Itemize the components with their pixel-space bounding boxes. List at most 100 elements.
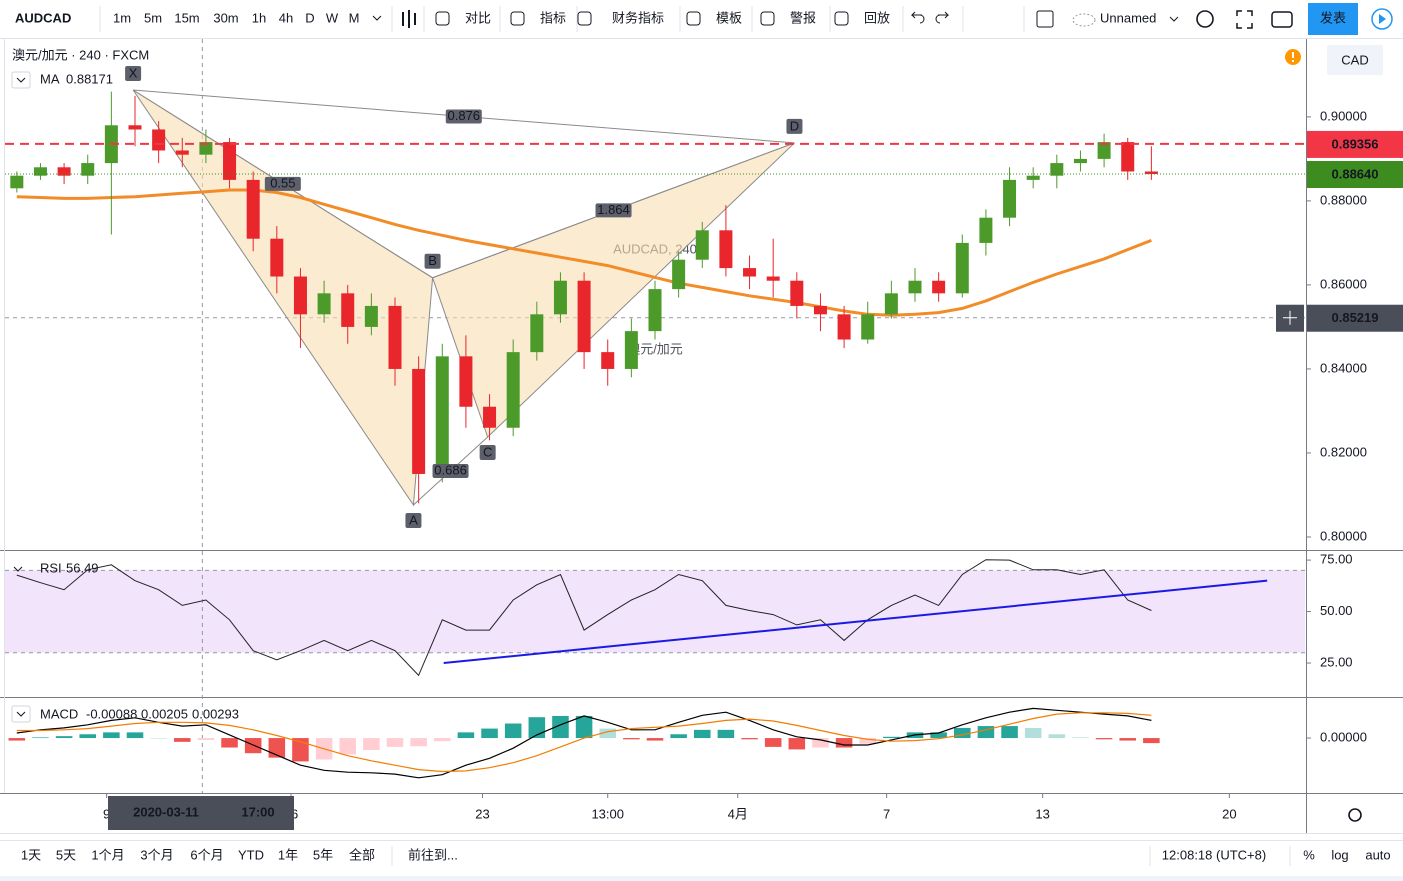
rsi-collapse[interactable]: [13, 566, 23, 572]
legend-collapse[interactable]: [11, 71, 31, 89]
candle-body: [435, 356, 449, 474]
tool-button[interactable]: 回放: [864, 10, 890, 25]
range-button[interactable]: 5年: [313, 847, 333, 862]
tool-button[interactable]: 财务指标: [612, 10, 664, 25]
play-button[interactable]: [1371, 8, 1393, 30]
macd-legend-value: 0.00293: [192, 706, 239, 721]
tool-icon[interactable]: [435, 11, 450, 26]
macd-histogram-bar: [103, 732, 120, 739]
tool-icon[interactable]: [834, 11, 849, 26]
pattern-point-label: D: [790, 118, 799, 133]
publish-button[interactable]: [1308, 3, 1358, 35]
macd-histogram-bar: [764, 738, 782, 747]
range-button[interactable]: 1天: [21, 847, 41, 862]
candle-body: [223, 142, 237, 180]
undo[interactable]: [910, 11, 925, 24]
macd-histogram-bar: [150, 738, 167, 739]
interval-button[interactable]: D: [305, 10, 314, 25]
tool-button[interactable]: 模板: [716, 10, 742, 25]
tool-button[interactable]: 对比: [465, 10, 491, 25]
range-button[interactable]: 全部: [349, 847, 375, 862]
range-button[interactable]: 1年: [278, 847, 298, 862]
series-title: 澳元/加元 · 240 · FXCM: [12, 47, 149, 62]
candle-body: [152, 129, 166, 151]
macd-histogram-bar: [788, 738, 806, 750]
macd-histogram-bar: [8, 738, 26, 741]
macd-legend-value: -0.00088: [86, 706, 137, 721]
candle-body: [861, 314, 875, 340]
candle-body: [412, 368, 426, 474]
redo[interactable]: [935, 11, 950, 24]
candle-body: [175, 150, 189, 155]
interval-button[interactable]: M: [349, 10, 360, 25]
candle-body: [530, 314, 544, 353]
layout-checkbox[interactable]: [1036, 10, 1054, 28]
goto-button[interactable]: 前往到...: [408, 847, 458, 862]
scale-option[interactable]: log: [1331, 847, 1348, 862]
interval-button[interactable]: 5m: [144, 10, 162, 25]
candle-body: [695, 230, 709, 260]
pattern-point-label: A: [409, 512, 418, 527]
candle-body: [577, 280, 591, 353]
macd-histogram-bar: [339, 738, 356, 755]
range-button[interactable]: 1个月: [91, 847, 124, 862]
candle-body: [10, 175, 24, 189]
layout-name[interactable]: Unnamed: [1100, 10, 1156, 25]
interval-button[interactable]: 4h: [279, 10, 293, 25]
macd-histogram-bar: [1143, 738, 1160, 744]
tool-button[interactable]: 指标: [540, 10, 566, 25]
tool-icon[interactable]: [760, 11, 775, 26]
candle-body: [908, 280, 922, 294]
fullscreen-icon[interactable]: [1236, 10, 1253, 29]
range-button[interactable]: 3个月: [140, 847, 173, 862]
interval-dropdown[interactable]: [372, 15, 382, 21]
snapshot-icon[interactable]: [1271, 11, 1293, 28]
publish-label[interactable]: 发表: [1320, 10, 1346, 25]
rsi-legend-name: RSI: [40, 560, 62, 575]
settings-icon[interactable]: [1196, 10, 1214, 28]
interval-button[interactable]: 1h: [252, 10, 266, 25]
y-tick-label: 50.00: [1320, 603, 1353, 618]
candle-body: [317, 293, 331, 315]
y-tick-label: 0.86000: [1320, 276, 1367, 291]
pattern-ratio: 0.876: [448, 108, 481, 123]
tool-icon[interactable]: [510, 11, 525, 26]
interval-button[interactable]: 30m: [213, 10, 238, 25]
y-tick-label: 75.00: [1320, 552, 1353, 567]
range-button[interactable]: 5天: [56, 847, 76, 862]
chart-type-icon[interactable]: [402, 10, 416, 28]
y-tick-label: 0.88000: [1320, 192, 1367, 207]
macd-histogram-bar: [812, 738, 829, 748]
pattern-ratio-box: [595, 203, 632, 218]
y-tick-label: 0.84000: [1320, 360, 1367, 375]
interval-button[interactable]: W: [326, 10, 339, 25]
candle-body: [1097, 142, 1111, 159]
candle-body: [553, 280, 567, 315]
candle-body: [57, 167, 71, 176]
scale-option[interactable]: %: [1303, 847, 1315, 862]
symbol[interactable]: AUDCAD: [15, 10, 71, 25]
macd-collapse[interactable]: [11, 705, 31, 723]
range-button[interactable]: YTD: [238, 847, 264, 862]
macd-histogram-bar: [552, 715, 569, 739]
axis-settings[interactable]: [1348, 808, 1362, 822]
x-tick-label: 13:00: [591, 806, 624, 821]
candle-body: [837, 314, 851, 340]
macd-histogram-bar: [292, 738, 309, 762]
tool-icon[interactable]: [577, 11, 592, 26]
range-button[interactable]: 6个月: [190, 847, 223, 862]
macd-histogram-bar: [1001, 726, 1018, 739]
macd-histogram-bar: [1119, 738, 1136, 741]
clock: 12:08:18 (UTC+8): [1162, 847, 1266, 862]
interval-button[interactable]: 15m: [174, 10, 199, 25]
ma-legend-value: 0.88171: [66, 71, 113, 86]
interval-button[interactable]: 1m: [113, 10, 131, 25]
scale-option[interactable]: auto: [1365, 847, 1390, 862]
tool-button[interactable]: 警报: [790, 10, 816, 25]
tool-icon[interactable]: [686, 11, 701, 26]
currency-box: [1327, 45, 1383, 75]
macd-histogram-bar: [32, 737, 49, 739]
currency: CAD: [1341, 52, 1368, 67]
pattern-point-box: [786, 118, 803, 134]
layout-dropdown[interactable]: [1169, 16, 1179, 22]
